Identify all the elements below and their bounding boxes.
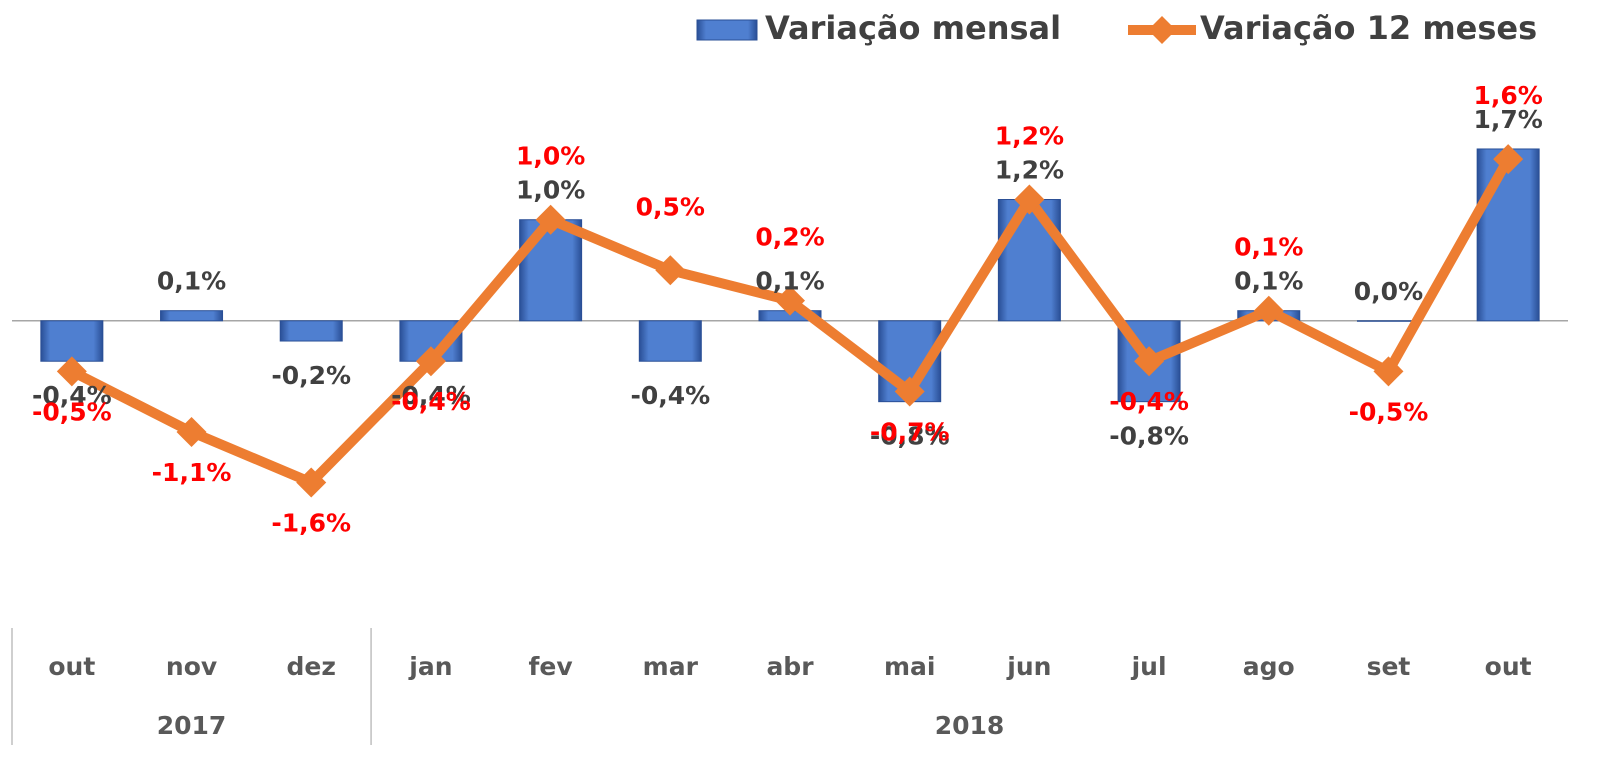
data-label: -0,7%	[870, 418, 950, 447]
bar	[279, 320, 343, 342]
group-label: 2017	[157, 711, 227, 740]
marker	[1253, 295, 1284, 326]
x-tick-label: jan	[408, 652, 452, 681]
data-label: 1,2%	[995, 156, 1064, 185]
legend-label: Variação 12 meses	[1200, 9, 1537, 47]
marker	[1014, 184, 1045, 215]
x-tick-label: jul	[1131, 652, 1167, 681]
legend-label: Variação mensal	[765, 9, 1061, 47]
data-label: 1,2%	[995, 122, 1064, 151]
bar	[519, 219, 583, 322]
x-tick-label: abr	[766, 652, 814, 681]
data-label: 0,1%	[1234, 267, 1303, 296]
marker	[296, 467, 327, 498]
legend-swatch	[696, 19, 758, 41]
data-label: -0,2%	[271, 361, 351, 390]
x-tick-label: fev	[529, 652, 573, 681]
x-tick-label: nov	[166, 652, 217, 681]
marker	[176, 416, 207, 447]
marker	[1493, 144, 1524, 175]
data-label: 0,0%	[1354, 277, 1423, 306]
data-label: -0,5%	[32, 397, 112, 426]
marker	[1373, 356, 1404, 387]
bar	[160, 310, 224, 322]
x-tick-label: set	[1367, 652, 1411, 681]
data-label: 0,1%	[157, 267, 226, 296]
legend-marker	[1148, 16, 1176, 44]
bar	[997, 199, 1061, 322]
bar	[1356, 320, 1420, 322]
marker	[775, 285, 805, 316]
x-tick-label: out	[48, 652, 95, 681]
data-label: -1,6%	[271, 509, 351, 538]
marker	[894, 376, 925, 407]
data-label: -0,4%	[391, 381, 471, 410]
x-tick-label: ago	[1243, 652, 1295, 681]
data-label: -0,8%	[870, 422, 950, 451]
x-tick-label: dez	[287, 652, 336, 681]
marker	[655, 255, 686, 286]
data-label: -0,4%	[1109, 387, 1189, 416]
bar	[638, 320, 702, 362]
bar	[1476, 148, 1540, 322]
data-label: 0,5%	[636, 192, 705, 221]
x-tick-label: out	[1485, 652, 1532, 681]
data-label: -0,4%	[630, 381, 710, 410]
data-label: -0,5%	[1349, 397, 1429, 426]
marker	[1134, 346, 1165, 377]
data-label: 1,6%	[1473, 81, 1542, 110]
marker	[415, 346, 446, 377]
x-tick-label: mai	[884, 652, 936, 681]
data-label: 0,2%	[755, 223, 824, 252]
data-label: 0,1%	[755, 267, 824, 296]
data-label: 1,7%	[1473, 105, 1542, 134]
data-label: -0,4%	[32, 381, 112, 410]
data-label: -1,1%	[152, 458, 232, 487]
x-tick-label: mar	[643, 652, 699, 681]
x-tick-label: jun	[1006, 652, 1051, 681]
marker	[535, 204, 566, 235]
data-label: 1,0%	[516, 176, 585, 205]
data-label: -0,8%	[1109, 422, 1189, 451]
data-label: -0,4%	[391, 387, 471, 416]
group-label: 2018	[935, 711, 1005, 740]
bar	[40, 320, 104, 362]
data-label: 0,1%	[1234, 233, 1303, 262]
marker	[56, 356, 87, 387]
data-label: 1,0%	[516, 142, 585, 171]
